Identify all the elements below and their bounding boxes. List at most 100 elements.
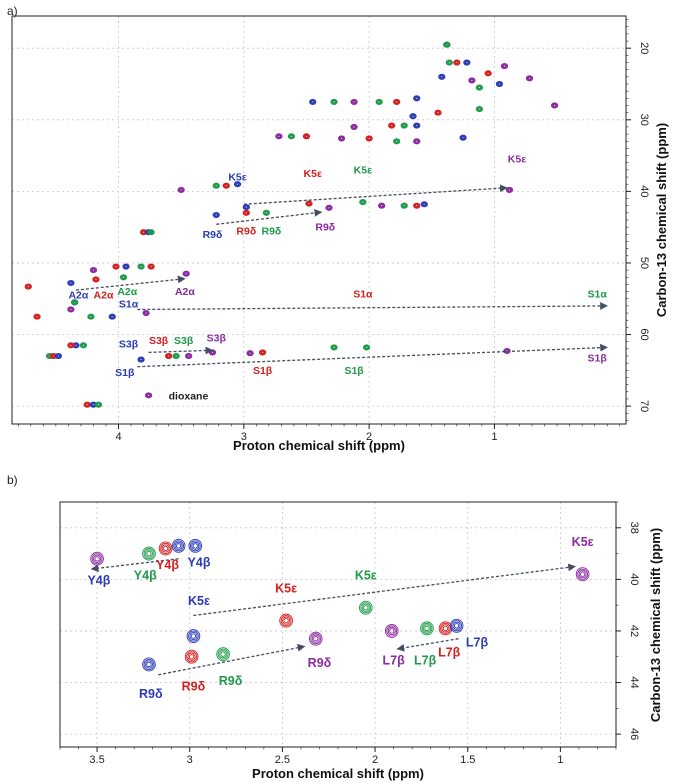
y-tick-label: 50	[638, 257, 650, 269]
x-tick-label: 2	[372, 754, 378, 766]
peak-contour	[122, 263, 130, 270]
peak-contour	[242, 209, 250, 216]
y-tick-label: 44	[628, 676, 640, 688]
shift-arrow	[137, 302, 608, 311]
peak-contour	[409, 113, 417, 120]
peak-contour	[142, 657, 156, 672]
peak-label: K5ε	[304, 168, 322, 180]
x-axis-title: Proton chemical shift (ppm)	[252, 766, 424, 781]
peak-label: A2α	[68, 290, 88, 302]
peak-contour	[89, 267, 98, 274]
peak-contour	[87, 313, 95, 320]
peak-contour	[108, 313, 116, 320]
peak-contour	[308, 631, 323, 646]
peak-contour	[119, 274, 128, 281]
peak-contour	[400, 122, 408, 129]
peak-contour	[475, 106, 484, 113]
peak-contour	[434, 109, 442, 116]
shift-arrow	[158, 643, 306, 676]
peak-contour	[184, 649, 199, 664]
peak-contour	[438, 73, 446, 80]
peak-label: S1α	[353, 288, 373, 300]
peak-contour	[287, 133, 296, 140]
x-tick-label: 2	[366, 431, 372, 443]
shift-arrow	[396, 638, 459, 652]
peak-contour	[144, 392, 153, 399]
panel-label: a)	[7, 4, 18, 18]
plot-frame	[11, 15, 627, 425]
shift-arrow	[216, 209, 323, 225]
y-tick-label: 40	[638, 185, 650, 197]
peak-contour	[449, 618, 464, 633]
peak-contour	[222, 182, 230, 189]
peak-contour	[550, 102, 559, 109]
peak-contour	[54, 352, 63, 360]
y-axis-title: Carbon-13 chemical shift (ppm)	[648, 528, 663, 722]
peak-label: A2α	[117, 286, 137, 298]
peak-contour	[83, 401, 91, 408]
peak-contour	[375, 98, 383, 105]
y-tick-label: 30	[638, 114, 650, 126]
peak-contour	[246, 350, 254, 357]
peak-contour	[350, 123, 358, 130]
shift-arrow	[137, 343, 608, 368]
peak-contour	[362, 344, 371, 351]
peak-contour	[92, 276, 100, 283]
peak-contour	[262, 209, 271, 216]
peak-contour	[258, 349, 267, 356]
peak-label: R9δ	[308, 656, 332, 670]
peak-label: L7β	[438, 646, 461, 660]
peak-contour	[33, 313, 41, 320]
x-tick-label: 2.5	[275, 754, 290, 766]
peak-contour	[459, 134, 467, 141]
peak-contour	[182, 270, 190, 277]
peak-label: S1β	[115, 367, 135, 379]
peak-contour	[188, 538, 203, 553]
peak-contour	[279, 613, 293, 628]
peak-contour	[302, 133, 311, 140]
peak-contour	[67, 342, 75, 349]
peak-contour	[137, 356, 145, 363]
peak-contour	[413, 202, 421, 209]
peak-label: K5ε	[572, 535, 594, 549]
peak-label: R9δ	[219, 674, 243, 688]
peak-contour	[233, 181, 242, 188]
peak-contour	[359, 199, 367, 206]
peak-contour	[468, 77, 476, 84]
peak-contour	[484, 70, 492, 77]
chart-panel-0: a) 4 3 2 1 20 30 40 50 60 70 Proton chemical shift …	[7, 4, 669, 453]
peak-label: K5ε	[228, 172, 246, 184]
y-axis-title: Carbon-13 chemical shift (ppm)	[654, 123, 669, 317]
peak-contour	[24, 283, 32, 290]
peak-contour	[505, 186, 514, 193]
peak-contour	[359, 600, 373, 615]
peak-contour	[242, 204, 250, 211]
y-tick-label: 38	[628, 522, 640, 534]
peak-contour	[71, 299, 79, 306]
shift-arrow	[148, 346, 214, 355]
peak-contour	[171, 538, 186, 553]
peak-contour	[463, 59, 471, 66]
y-tick-label: 60	[638, 328, 650, 340]
x-axis-title: Proton chemical shift (ppm)	[233, 438, 405, 453]
peak-label: L7β	[414, 653, 437, 667]
peak-contour	[216, 647, 230, 662]
peak-contour	[413, 122, 421, 129]
peak-label: S3β	[207, 333, 227, 345]
peak-label: S1β	[344, 365, 364, 377]
peak-label: R9δ	[236, 225, 256, 237]
x-tick-label: 1	[557, 754, 563, 766]
peak-contour	[137, 263, 145, 270]
peak-contour	[495, 80, 504, 88]
peak-contour	[453, 59, 461, 66]
peak-contour	[393, 98, 401, 105]
peak-contour	[475, 84, 484, 91]
y-tick-label: 70	[638, 400, 650, 412]
peak-contour	[164, 352, 173, 360]
peak-contour	[365, 135, 373, 142]
peak-label: Y4β	[87, 574, 110, 588]
peak-contour	[378, 202, 386, 209]
x-tick-label: 4	[115, 431, 121, 443]
peak-contour	[275, 133, 283, 140]
peak-contour	[420, 621, 434, 636]
